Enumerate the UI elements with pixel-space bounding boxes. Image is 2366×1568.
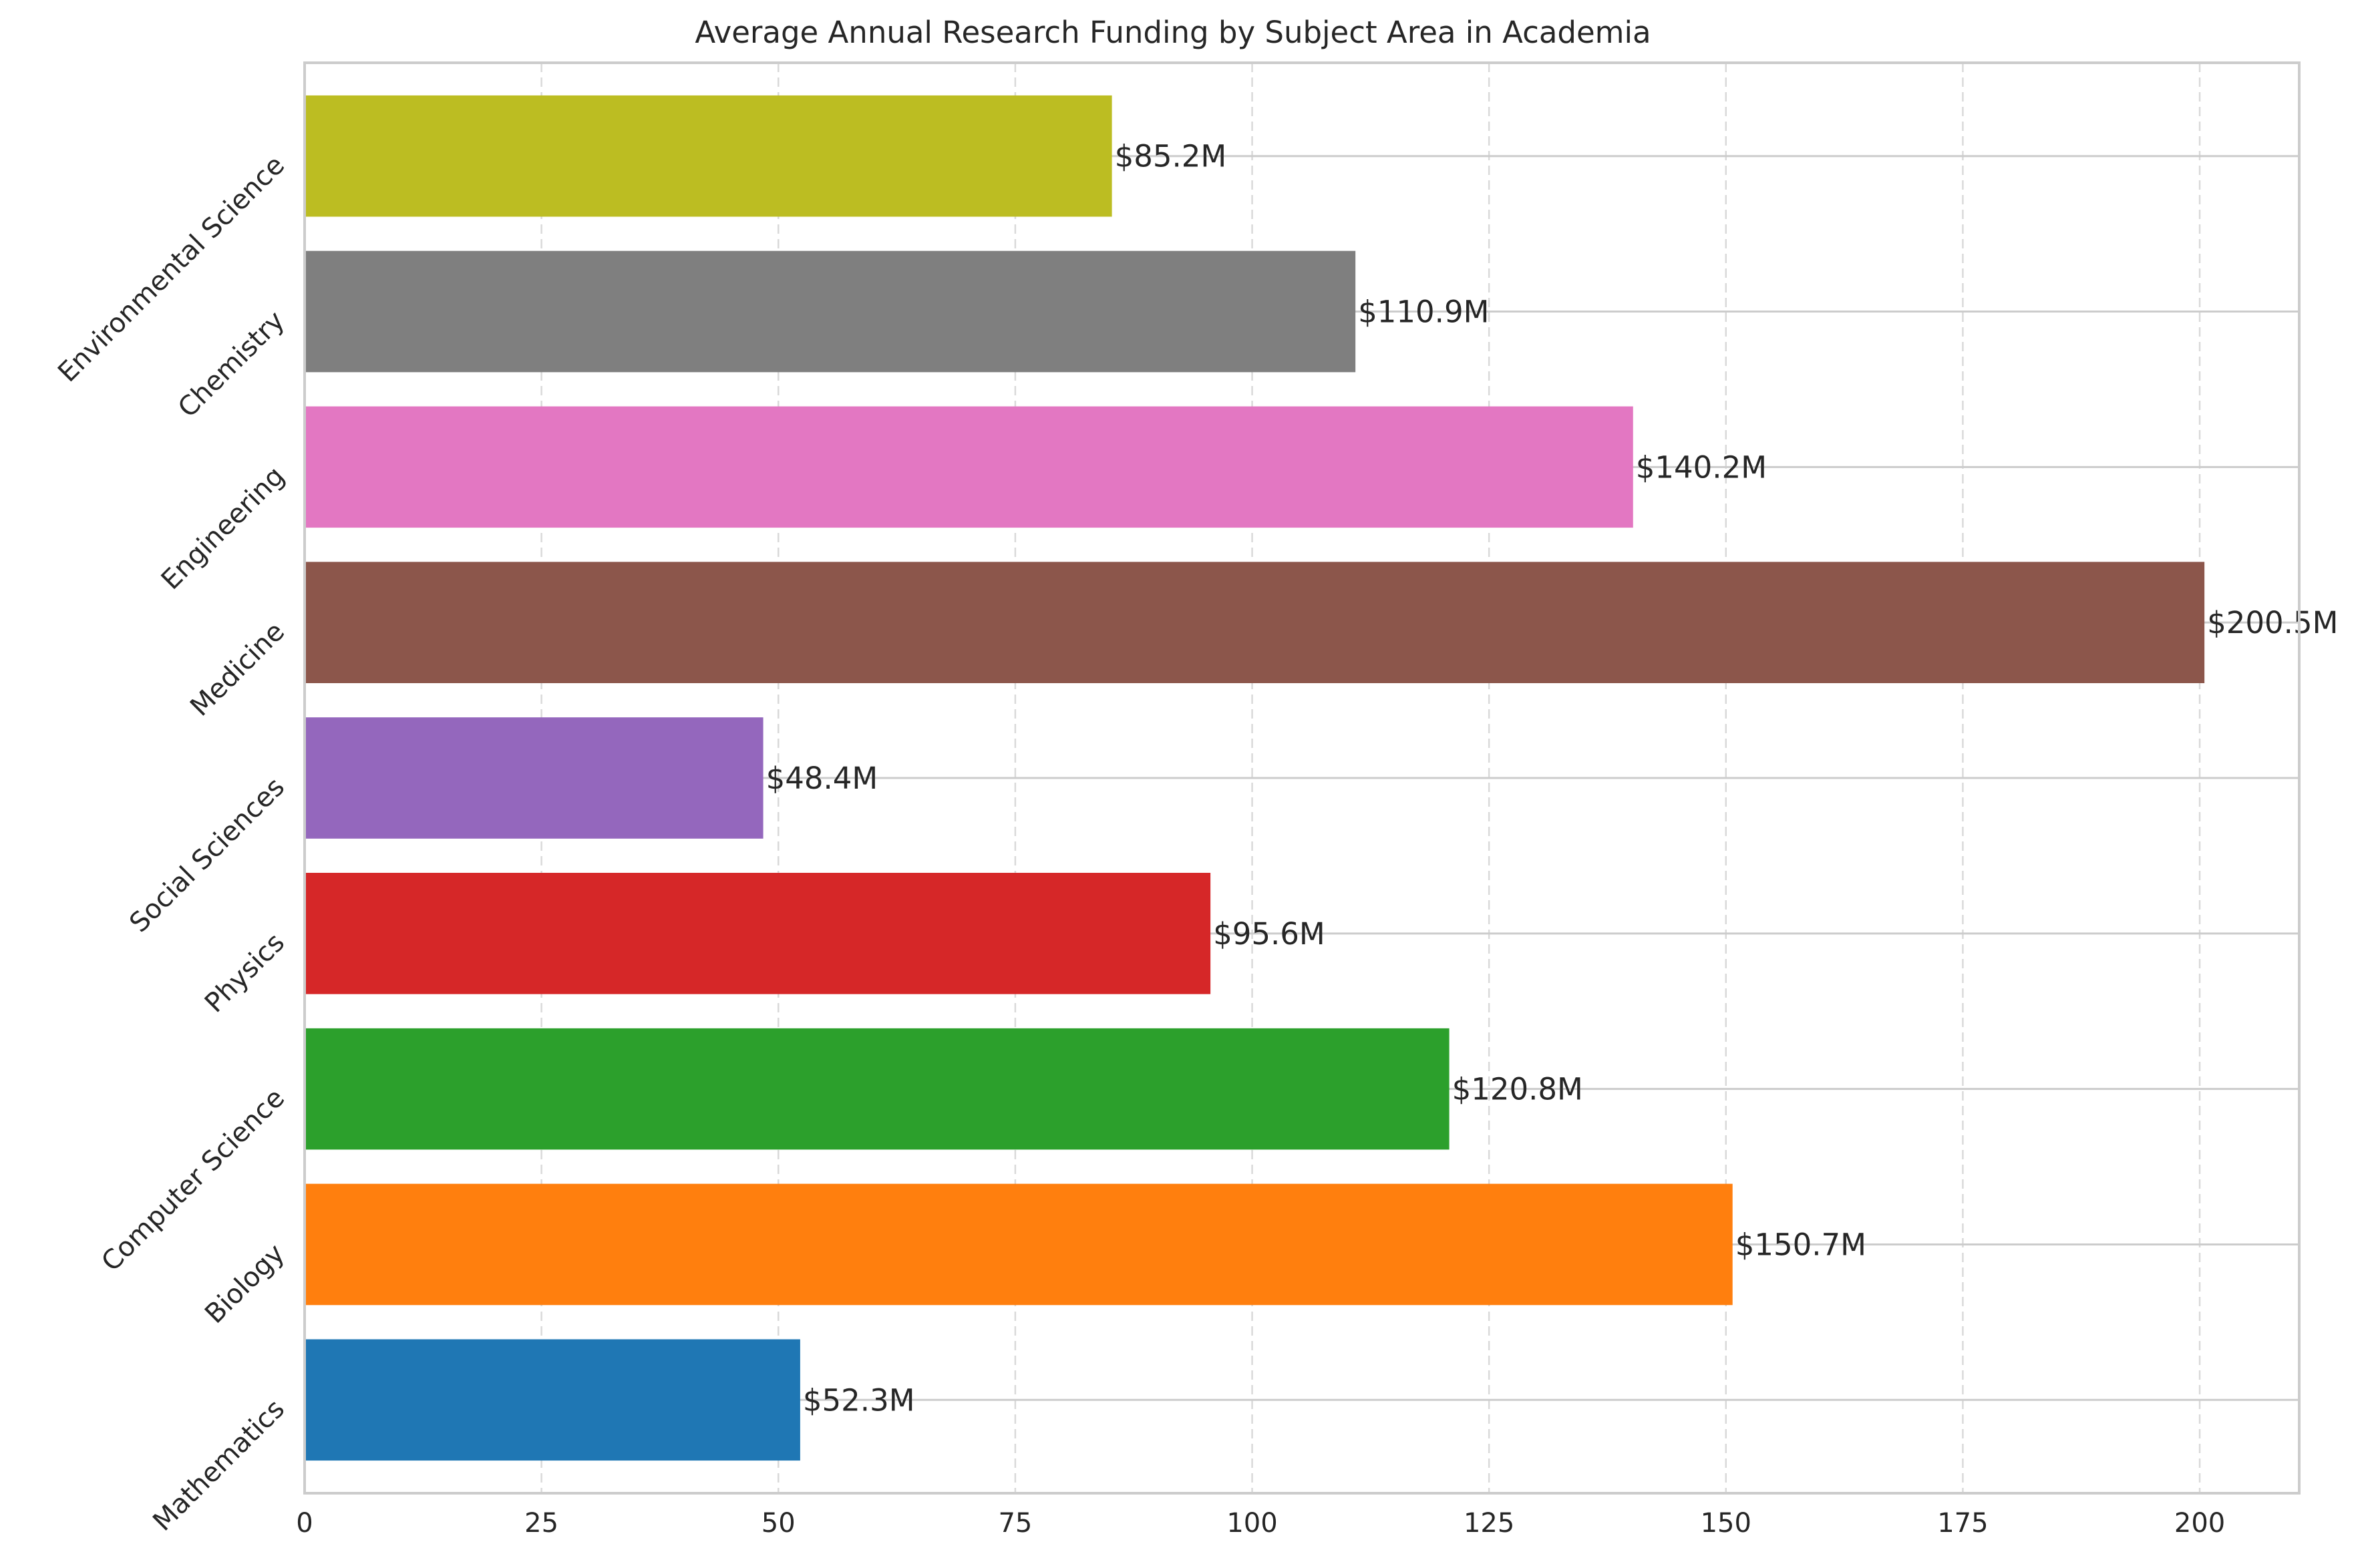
x-tick-label: 150 (1701, 1508, 1751, 1539)
bar-value-label: $140.2M (1636, 449, 1767, 485)
bar-value-label: $150.7M (1735, 1227, 1866, 1262)
bar-social-sciences (305, 717, 764, 839)
x-tick-label: 25 (524, 1508, 558, 1539)
y-tick-label: Social Sciences (124, 772, 291, 939)
bar-value-label: $200.5M (2207, 605, 2338, 640)
x-tick-label: 175 (1937, 1508, 1988, 1539)
bar-chemistry (305, 250, 1356, 373)
bars (305, 95, 2205, 1461)
x-tick-label: 100 (1226, 1508, 1277, 1539)
bar-value-label: $52.3M (803, 1382, 915, 1418)
bar-environmental-science (305, 95, 1112, 217)
plot-area-frame (303, 61, 2301, 1495)
y-tick-label: Mathematics (147, 1394, 291, 1537)
bar-engineering (305, 406, 1633, 528)
bar-mathematics (305, 1339, 800, 1461)
x-tick-label: 125 (1464, 1508, 1514, 1539)
x-tick-label: 50 (762, 1508, 796, 1539)
y-tick-label: Engineering (156, 461, 291, 596)
y-tick-label: Biology (199, 1238, 291, 1330)
x-tick-label: 75 (998, 1508, 1032, 1539)
data-labels: $52.3M $150.7M $120.8M $95.6M $48.4M $200.5M $… (766, 139, 2339, 1418)
x-tick-label: 0 (296, 1508, 313, 1539)
y-tick-label: Chemistry (172, 305, 291, 423)
bar-biology (305, 1183, 1733, 1306)
bar-computer-science (305, 1028, 1450, 1150)
bar-value-label: $120.8M (1452, 1072, 1583, 1107)
y-tick-label: Physics (199, 927, 291, 1018)
bar-medicine (305, 562, 2205, 683)
bar-value-label: $85.2M (1115, 139, 1227, 174)
bar-value-label: $48.4M (766, 761, 878, 796)
bar-value-label: $95.6M (1213, 916, 1325, 952)
bar-value-label: $110.9M (1358, 295, 1489, 330)
y-tick-label: Medicine (184, 616, 291, 723)
bar-physics (305, 873, 1211, 994)
chart-title: Average Annual Research Funding by Subje… (695, 15, 1651, 50)
x-axis-ticks: 0 25 50 75 100 125 150 175 200 (296, 1508, 2225, 1539)
x-tick-label: 200 (2174, 1508, 2225, 1539)
